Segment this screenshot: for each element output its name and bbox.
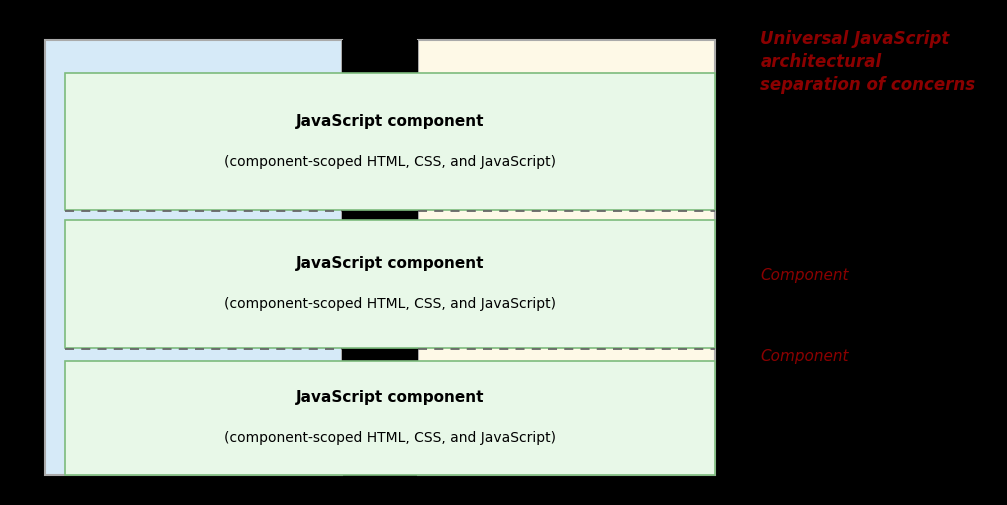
Text: JavaScript component: JavaScript component bbox=[296, 257, 484, 271]
Bar bbox=[342, 40, 418, 475]
Text: Server side: Server side bbox=[147, 11, 236, 25]
Text: (component-scoped HTML, CSS, and JavaScript): (component-scoped HTML, CSS, and JavaScr… bbox=[225, 431, 556, 445]
Bar bbox=[65, 361, 715, 475]
Text: Component: Component bbox=[760, 268, 849, 283]
Bar bbox=[45, 40, 342, 475]
Text: (component-scoped HTML, CSS, and JavaScript): (component-scoped HTML, CSS, and JavaScr… bbox=[225, 155, 556, 169]
Bar bbox=[65, 220, 715, 348]
Bar bbox=[418, 40, 715, 475]
Text: JavaScript component: JavaScript component bbox=[296, 390, 484, 405]
Bar bbox=[65, 73, 715, 210]
Text: (component-scoped HTML, CSS, and JavaScript): (component-scoped HTML, CSS, and JavaScr… bbox=[225, 297, 556, 311]
Text: Universal JavaScript
architectural
separation of concerns: Universal JavaScript architectural separ… bbox=[760, 30, 976, 94]
Text: JavaScript component: JavaScript component bbox=[296, 114, 484, 129]
Text: Client side: Client side bbox=[523, 11, 605, 25]
Text: Component: Component bbox=[760, 348, 849, 364]
